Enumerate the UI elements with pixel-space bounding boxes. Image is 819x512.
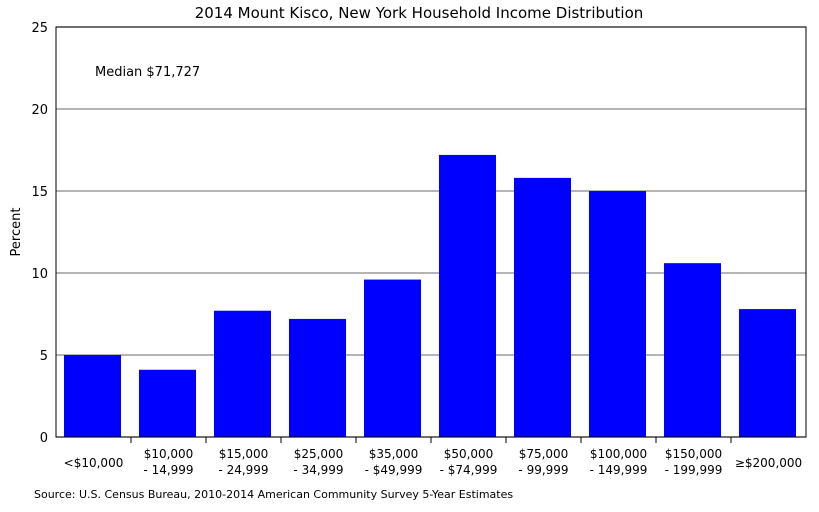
x-tick-label: $100,000: [590, 447, 647, 461]
y-tick-label: 5: [40, 349, 48, 364]
x-tick-label: <$10,000: [64, 456, 124, 470]
bar: [214, 310, 271, 437]
x-tick-label: ≥$200,000: [735, 456, 802, 470]
bar: [739, 309, 796, 437]
source-note: Source: U.S. Census Bureau, 2010-2014 Am…: [34, 488, 513, 501]
y-tick-label: 15: [31, 185, 48, 200]
x-tick-label: $75,000: [519, 447, 569, 461]
x-tick-label: $15,000: [219, 447, 269, 461]
y-tick-label: 10: [31, 267, 48, 282]
bar: [439, 154, 496, 438]
median-annotation: Median $71,727: [95, 65, 200, 80]
x-tick-label: - 14,999: [143, 463, 193, 477]
x-tick-label: - 149,999: [590, 463, 648, 477]
chart-title: 2014 Mount Kisco, New York Household Inc…: [195, 4, 644, 22]
x-tick-label: - 199,999: [665, 463, 723, 477]
x-tick-label: $25,000: [294, 447, 344, 461]
x-tick-label: - 99,999: [518, 463, 568, 477]
x-tick-label: - $49,999: [365, 463, 423, 477]
bar: [514, 177, 571, 437]
bar: [589, 191, 646, 437]
bar: [139, 369, 196, 437]
bar: [664, 263, 721, 437]
x-tick-label: - $74,999: [440, 463, 498, 477]
x-tick-label: $50,000: [444, 447, 494, 461]
bar: [364, 279, 421, 437]
x-tick-label: - 34,999: [293, 463, 343, 477]
bar: [64, 355, 121, 437]
y-tick-label: 25: [31, 21, 48, 36]
y-axis-label: Percent: [9, 208, 24, 257]
bar: [289, 318, 346, 437]
x-tick-label: $35,000: [369, 447, 419, 461]
y-tick-label: 20: [31, 103, 48, 118]
x-tick-label: $10,000: [144, 447, 194, 461]
y-tick-label: 0: [40, 431, 48, 446]
x-tick-label: $150,000: [665, 447, 722, 461]
x-tick-label: - 24,999: [218, 463, 268, 477]
